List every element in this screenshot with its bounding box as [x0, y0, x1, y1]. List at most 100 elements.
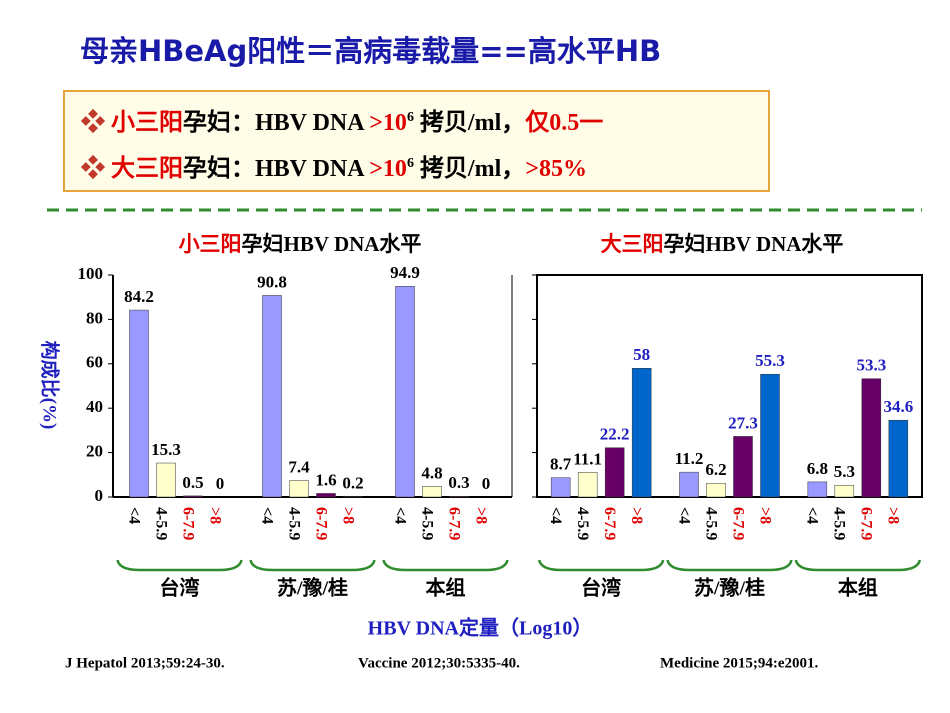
series-label: 4-5.9	[574, 507, 591, 540]
bar	[888, 419, 909, 498]
value-label: 94.9	[390, 263, 420, 282]
series-label: 4-5.9	[702, 507, 719, 540]
reference: Vaccine 2012;30:5335-40.	[358, 655, 520, 671]
series-label: 4-5.9	[285, 507, 302, 540]
bar	[289, 480, 309, 498]
bar	[395, 286, 415, 498]
bar	[604, 447, 625, 498]
group-label: 本组	[838, 576, 878, 600]
bar	[834, 484, 855, 498]
bar	[760, 373, 780, 498]
note-text: 拷贝/ml，	[413, 110, 526, 136]
chart-title-part: 孕妇HBV DNA水平	[242, 232, 422, 256]
value-label: 11.1	[573, 449, 602, 468]
group-label: 苏/豫/桂	[694, 576, 765, 600]
note-text: 拷贝/ml，	[413, 156, 526, 182]
y-tick-label: 20	[86, 442, 103, 461]
note-box: ❖ 小三阳孕妇：HBV DNA >106 拷贝/ml，仅0.5一 ❖ 大三阳孕妇：…	[63, 90, 770, 192]
group-bracket	[666, 559, 793, 572]
value-label: 0.5	[182, 473, 203, 492]
value-label: 6.2	[705, 460, 726, 479]
group-bracket	[537, 559, 665, 572]
bar	[422, 486, 442, 498]
bar	[262, 295, 282, 498]
value-label: 58	[633, 345, 650, 364]
x-axis-label: HBV DNA定量（Log10）	[368, 616, 593, 640]
note-text: 孕妇：HBV DNA	[183, 156, 370, 182]
series-label: >8	[628, 507, 645, 524]
bar	[577, 472, 598, 498]
chart-title-part: 小三阳	[179, 232, 242, 256]
value-label: 7.4	[288, 457, 310, 476]
note-text: >10	[369, 110, 407, 136]
y-tick-label: 100	[78, 264, 104, 283]
group-bracket	[382, 559, 509, 572]
value-label: 55.3	[755, 351, 785, 370]
chart-title-part: 孕妇HBV DNA水平	[664, 232, 844, 256]
value-label: 27.3	[728, 413, 758, 432]
chart-title: 大三阳孕妇HBV DNA水平	[601, 232, 844, 256]
bar	[156, 462, 176, 498]
chart-title: 小三阳孕妇HBV DNA水平	[179, 232, 422, 256]
value-label: 0	[482, 474, 491, 493]
group-label: 苏/豫/桂	[277, 576, 348, 600]
note-text: >85%	[525, 156, 587, 182]
bar	[807, 481, 828, 498]
group-label: 本组	[426, 576, 466, 600]
note-text: 仅0.5一	[525, 110, 604, 136]
value-label: 84.2	[124, 287, 154, 306]
bar	[449, 496, 469, 498]
bar	[129, 309, 149, 498]
group-bracket	[249, 559, 376, 572]
note-text: 大三阳	[111, 156, 183, 182]
y-tick-label: 40	[86, 397, 103, 416]
note-text: >10	[369, 156, 407, 182]
group-label: 台湾	[581, 576, 621, 600]
series-label: 4-5.9	[418, 507, 435, 540]
series-label: 6-7.9	[729, 507, 746, 540]
note-text: 6	[406, 110, 414, 125]
value-label: 0.3	[448, 473, 469, 492]
value-label: 34.6	[883, 397, 913, 416]
value-label: 0.2	[342, 473, 363, 492]
value-label: 4.8	[421, 463, 442, 482]
bar	[550, 477, 571, 498]
series-label: <4	[547, 507, 564, 524]
series-label: >8	[885, 507, 902, 524]
chart-title-part: 大三阳	[601, 232, 664, 256]
value-label: 5.3	[834, 462, 855, 481]
bar	[183, 495, 203, 498]
series-label: >8	[472, 507, 489, 524]
reference: J Hepatol 2013;59:24-30.	[65, 655, 225, 671]
value-label: 53.3	[856, 356, 886, 375]
note-text: ❖	[81, 110, 111, 136]
series-label: 4-5.9	[152, 507, 169, 540]
note-line: ❖ 大三阳孕妇：HBV DNA >106 拷贝/ml，>85%	[81, 148, 587, 183]
series-label: <4	[258, 507, 275, 524]
y-tick-label: 80	[86, 308, 103, 327]
reference: Medicine 2015;94:e2001.	[660, 655, 819, 671]
bar	[861, 378, 882, 498]
series-label: <4	[125, 507, 142, 524]
series-label: <4	[391, 507, 408, 524]
value-label: 8.7	[550, 455, 572, 474]
series-label: >8	[756, 507, 773, 524]
group-label: 台湾	[160, 576, 200, 600]
value-label: 11.2	[675, 449, 704, 468]
note-text: ❖	[81, 156, 111, 182]
y-axis-label: 构成比(%)	[39, 341, 62, 430]
y-tick-label: 60	[86, 353, 103, 372]
bar	[631, 367, 652, 498]
value-label: 22.2	[600, 425, 630, 444]
series-label: 4-5.9	[831, 507, 848, 540]
slide-title: 母亲HBeAg阳性＝高病毒载量==高水平HB	[80, 34, 662, 68]
series-label: >8	[206, 507, 223, 524]
value-label: 1.6	[315, 470, 336, 489]
series-label: 6-7.9	[445, 507, 462, 540]
bar	[733, 436, 753, 498]
value-label: 15.3	[151, 440, 181, 459]
series-label: 6-7.9	[179, 507, 196, 540]
series-label: >8	[339, 507, 356, 524]
